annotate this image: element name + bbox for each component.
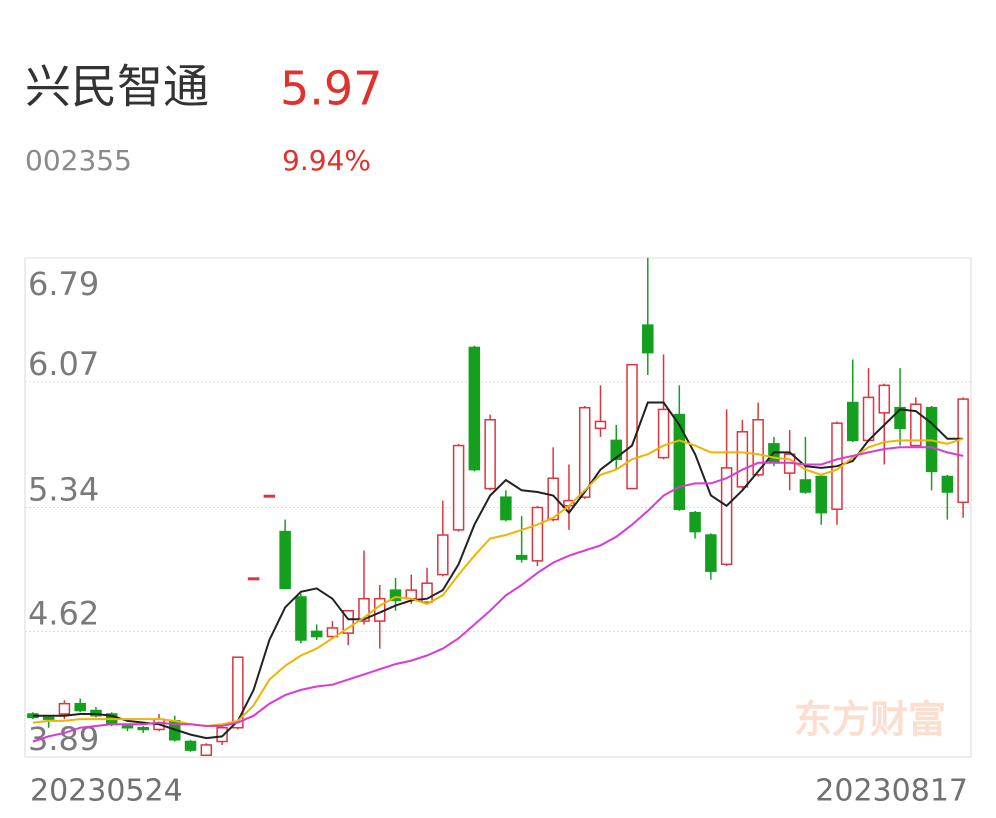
candle-body (484, 418, 496, 490)
candle-body (437, 534, 449, 576)
candle-body (74, 702, 86, 712)
candle-body (689, 511, 701, 533)
candle-body (452, 444, 465, 531)
candle-body (137, 726, 149, 731)
candle-body (342, 609, 354, 634)
moving-average-line (32, 401, 964, 740)
candle-body (673, 413, 686, 510)
candle-body (358, 597, 370, 622)
candle-body (594, 420, 607, 430)
candle-body (720, 467, 733, 566)
candle-body (657, 408, 670, 459)
y-tick-label: 6.07 (28, 345, 99, 383)
x-tick-label: 20230817 (815, 774, 968, 809)
candle-body (374, 597, 386, 622)
candle-body (752, 418, 764, 476)
candle-body (421, 582, 433, 603)
candle-body (815, 475, 827, 514)
stock-change: 9.94% (282, 144, 371, 177)
candle-body (200, 744, 213, 757)
candle-body (389, 589, 402, 602)
y-tick-label: 4.62 (28, 594, 99, 632)
candle-body (500, 496, 512, 521)
candle-body (847, 401, 859, 442)
candle-body (626, 363, 638, 490)
candle-body (910, 403, 922, 447)
candle-body (941, 475, 954, 493)
candle-body (263, 494, 276, 498)
candle-body (326, 627, 339, 638)
candle-body (862, 396, 875, 442)
candle-body (295, 596, 307, 641)
candle-body (58, 702, 71, 715)
candle-body (310, 630, 323, 638)
candle-body (957, 398, 969, 504)
moving-average-line (32, 446, 964, 743)
y-tick-label: 5.34 (28, 471, 99, 509)
candle-body (799, 479, 812, 493)
stock-price: 5.97 (280, 62, 382, 116)
y-tick-label: 6.79 (28, 265, 99, 303)
candle-body (216, 726, 228, 743)
candle-body (547, 477, 559, 521)
x-tick-label: 20230524 (30, 774, 183, 809)
candle-body (279, 530, 291, 590)
candle-body (121, 725, 134, 729)
candle-body (468, 346, 481, 471)
candle-body (247, 577, 260, 581)
watermark: 东方财富 (794, 698, 946, 742)
candle-body (42, 716, 55, 720)
candle-body (705, 534, 717, 572)
candle-body (642, 324, 654, 354)
candle-body (232, 656, 244, 729)
candle-body (578, 406, 591, 498)
candle-body (878, 384, 891, 414)
candle-body (184, 740, 197, 751)
stock-code: 002355 (25, 144, 132, 177)
candle-body (531, 506, 544, 562)
candle-body (610, 439, 622, 461)
candle-body (736, 431, 749, 488)
candle-body (515, 554, 528, 560)
stock-name: 兴民智通 (25, 60, 209, 114)
candle-body (894, 406, 906, 430)
